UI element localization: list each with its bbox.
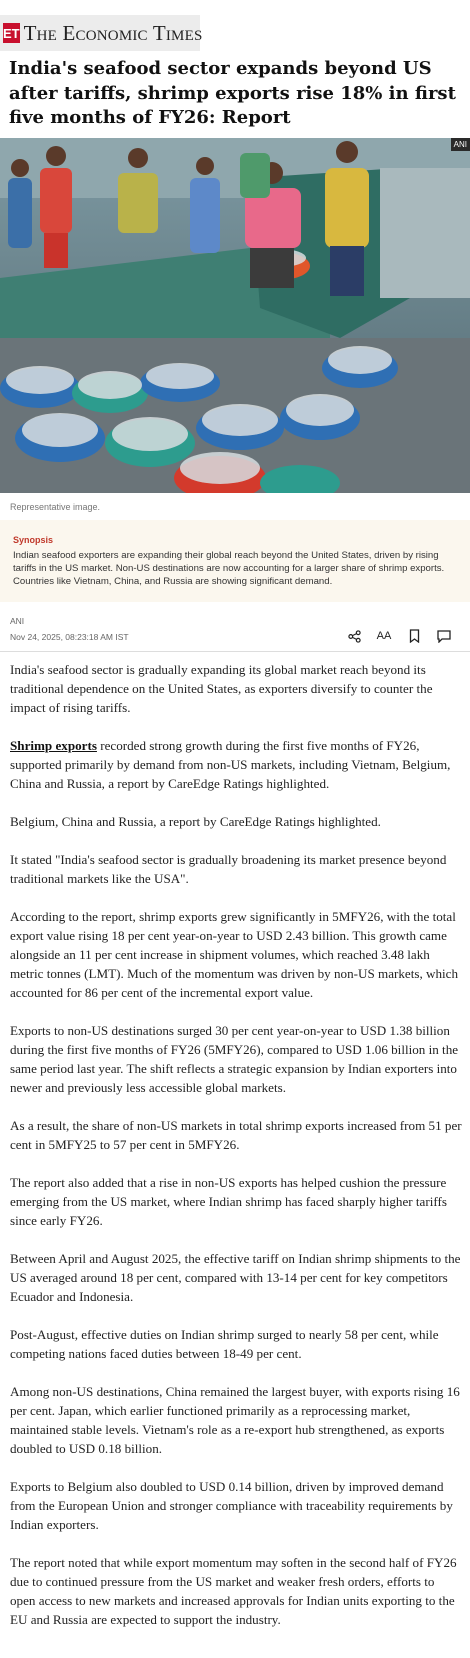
paragraph-text: recorded strong growth during the first … [10, 738, 451, 791]
article-headline: India's seafood sector expands beyond US… [9, 58, 456, 128]
article-body: India's seafood sector is gradually expa… [10, 660, 462, 1648]
paragraph: India's seafood sector is gradually expa… [10, 662, 433, 715]
image-source-tag: ANI [450, 138, 470, 151]
font-size-icon[interactable]: AA [376, 630, 392, 642]
share-icon[interactable] [346, 628, 362, 644]
synopsis-title: Synopsis [13, 535, 54, 545]
paragraph: Belgium, China and Russia, a report by C… [10, 814, 381, 829]
paragraph: Post-August, effective duties on Indian … [10, 1327, 439, 1361]
paragraph: As a result, the share of non-US markets… [10, 1118, 462, 1152]
shrimp-exports-link[interactable]: Shrimp exports [10, 738, 97, 753]
paragraph: Exports to non-US destinations surged 30… [10, 1023, 459, 1095]
paragraph: It stated "India's seafood sector is gra… [10, 852, 447, 886]
paragraph: According to the report, shrimp exports … [10, 909, 459, 1000]
paragraph: Among non-US destinations, China remaine… [10, 1384, 460, 1456]
paragraph: The report noted that while export momen… [10, 1555, 457, 1627]
masthead[interactable]: ET The Economic Times [0, 15, 203, 51]
paragraph: Shrimp exports recorded strong growth du… [10, 736, 462, 793]
et-logo: ET [3, 23, 20, 43]
article-actions: AA [346, 628, 452, 644]
paragraph: Between April and August 2025, the effec… [10, 1251, 461, 1304]
brand-name: The Economic Times [23, 20, 203, 45]
bookmark-icon[interactable] [406, 628, 422, 644]
hero-image: ANI [0, 138, 470, 493]
synopsis-box: Synopsis Indian seafood exporters are ex… [0, 520, 470, 602]
comment-icon[interactable] [436, 628, 452, 644]
divider [0, 651, 470, 652]
timestamp: Nov 24, 2025, 08:23:18 AM IST [10, 632, 129, 642]
fishermen-photo [0, 138, 470, 493]
paragraph: The report also added that a rise in non… [10, 1175, 447, 1228]
article-meta: ANI Nov 24, 2025, 08:23:18 AM IST [10, 613, 129, 645]
agency-label[interactable]: ANI [10, 616, 25, 626]
paragraph: Exports to Belgium also doubled to USD 0… [10, 1479, 453, 1532]
image-caption: Representative image. [10, 502, 101, 512]
synopsis-text: Indian seafood exporters are expanding t… [13, 550, 445, 587]
